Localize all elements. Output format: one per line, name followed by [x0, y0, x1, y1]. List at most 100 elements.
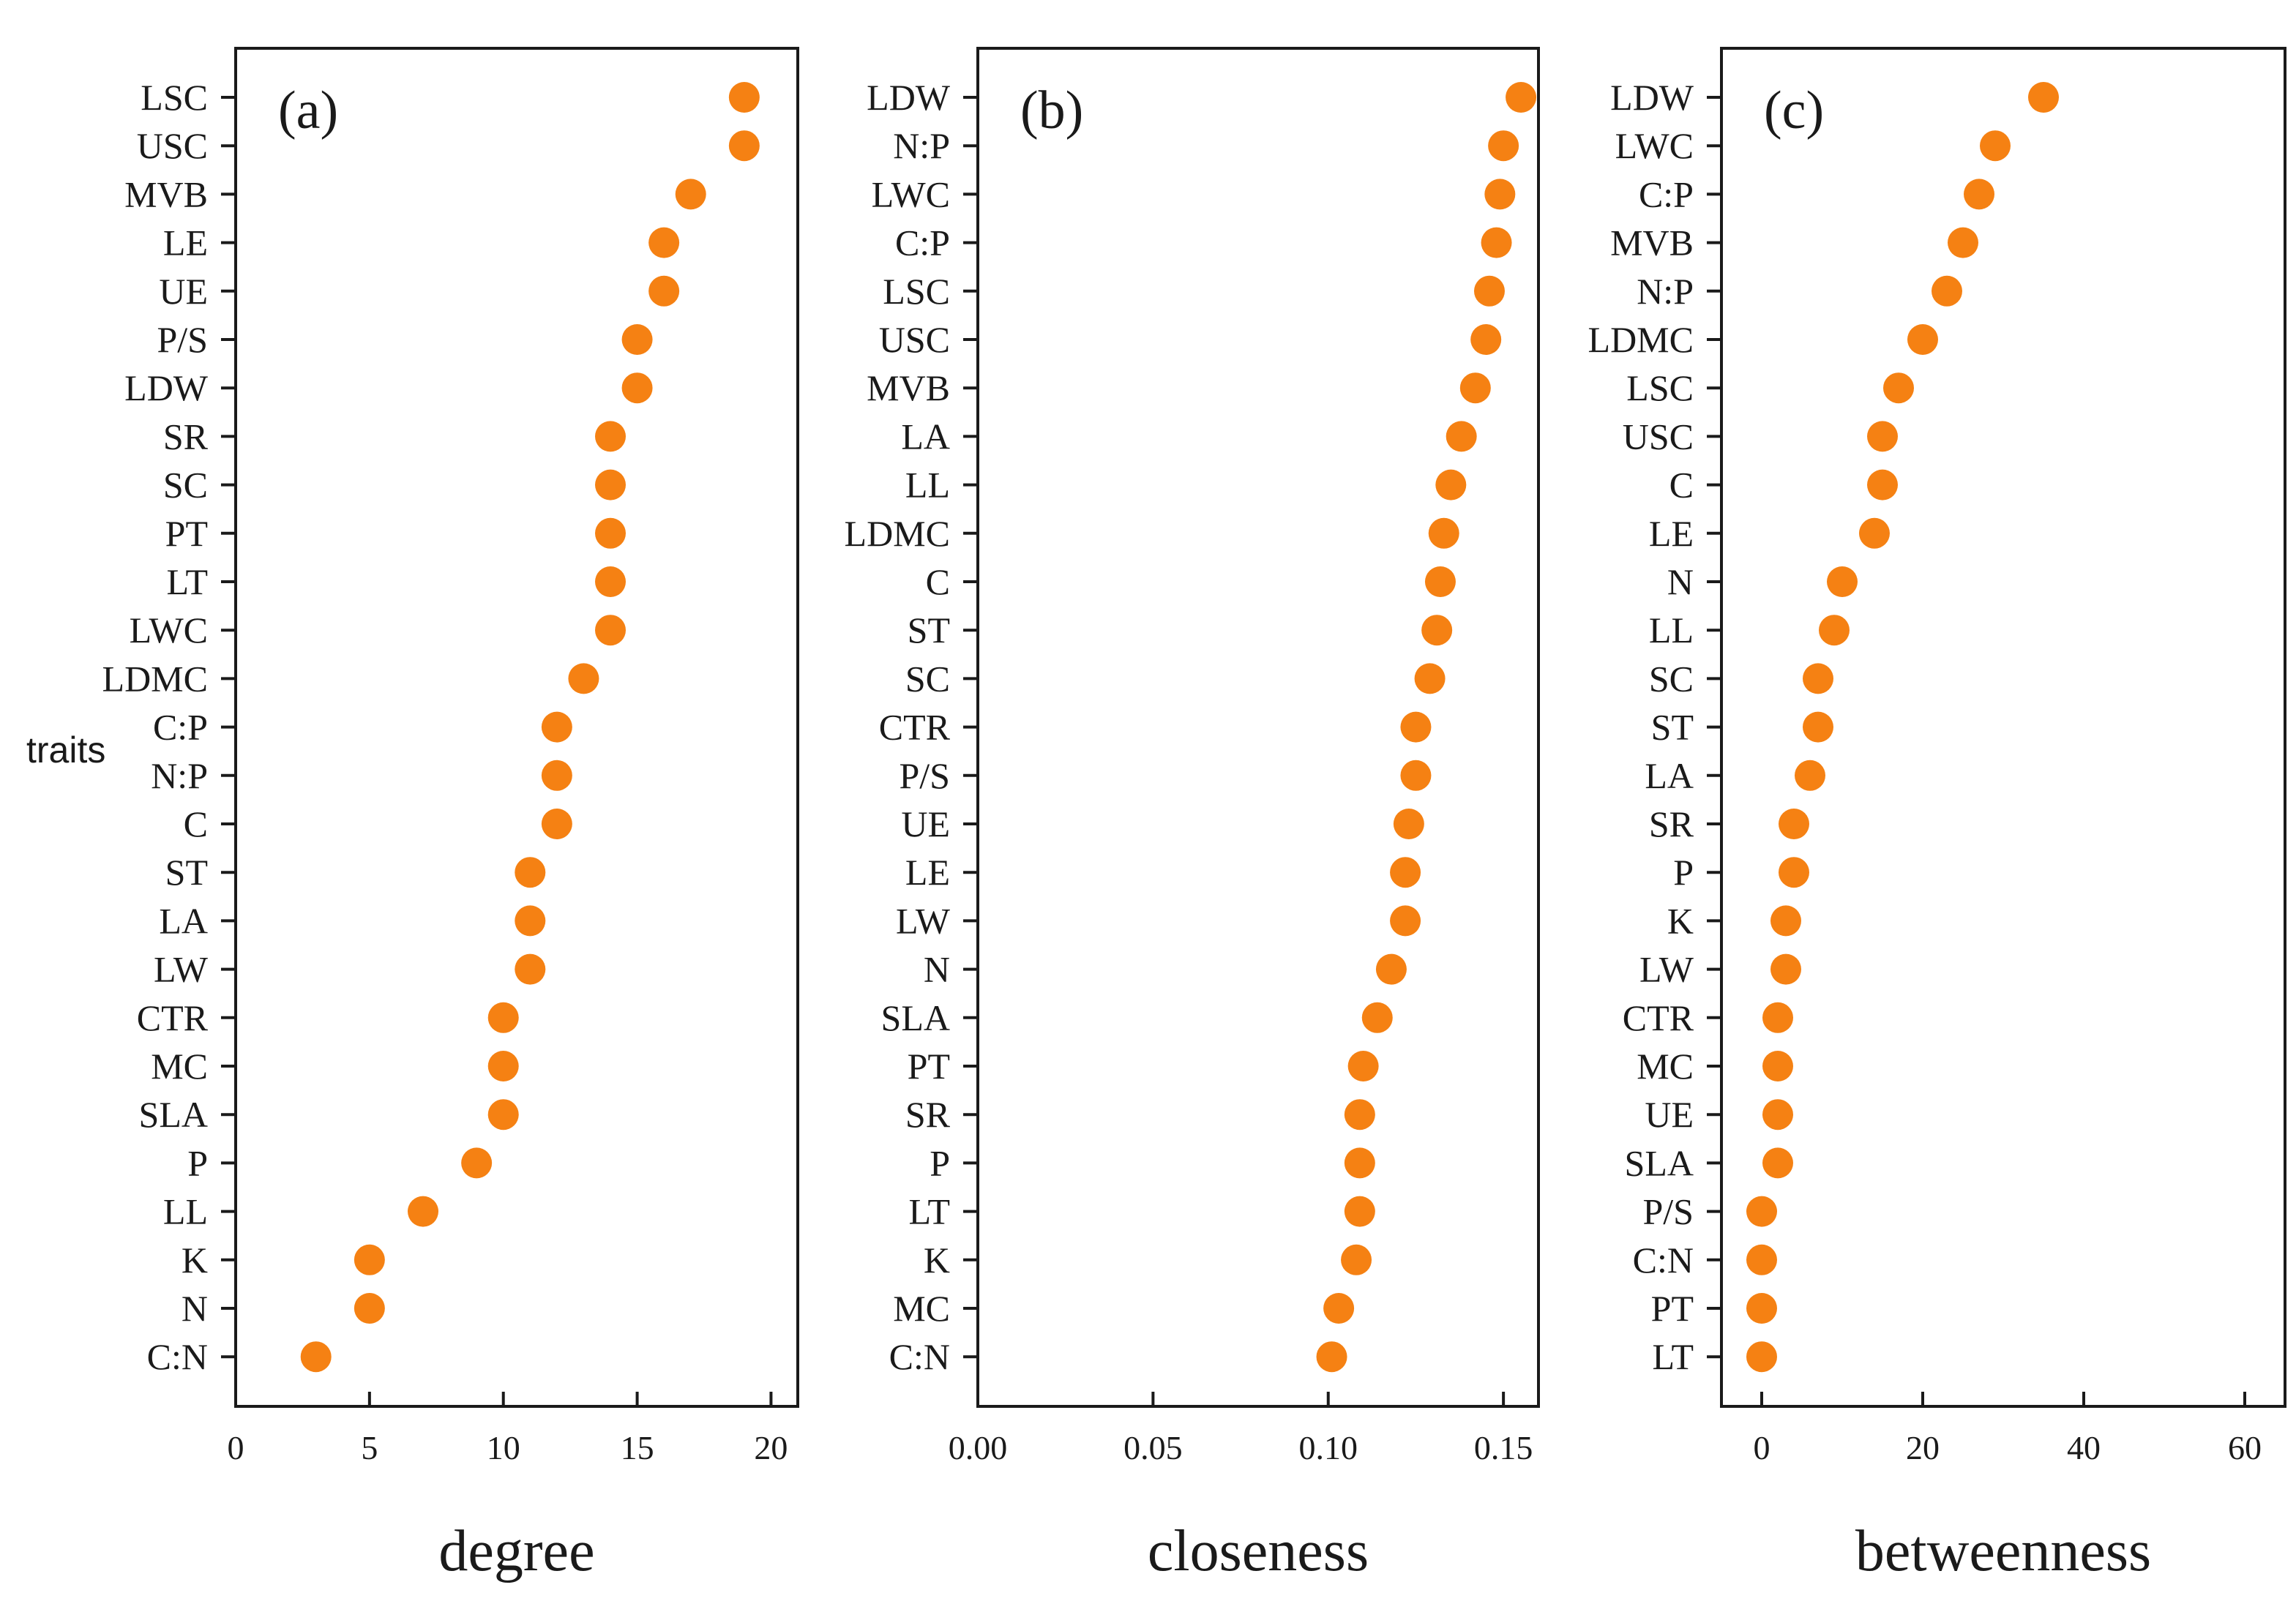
y-tick-label: LSC — [1626, 367, 1694, 408]
data-point — [621, 372, 653, 404]
y-tick-label: N — [1667, 561, 1694, 602]
y-tick-label: PT — [1651, 1288, 1694, 1329]
y-tick-label: P — [930, 1142, 950, 1183]
data-point — [1746, 1244, 1777, 1275]
data-point — [1907, 324, 1938, 355]
y-tick-label: SC — [1649, 658, 1694, 699]
data-point — [1980, 130, 2011, 162]
data-point — [1803, 663, 1833, 694]
data-point — [595, 566, 626, 597]
data-point — [1424, 566, 1456, 597]
y-tick-label: N — [924, 949, 950, 990]
y-tick-label: C:N — [889, 1336, 950, 1377]
x-tick-label: 10 — [487, 1429, 520, 1466]
panel-c: (c)0 20 40 60betweennessLDWLWCC:PMVBN:PLDMC… — [1588, 47, 2286, 1583]
y-tick-label: LA — [159, 900, 208, 941]
x-axis-label: degree — [438, 1519, 594, 1583]
data-point — [568, 663, 599, 694]
y-tick-label: LL — [905, 465, 950, 506]
data-point — [1770, 905, 1801, 937]
y-tick-label: LE — [163, 222, 208, 263]
data-point — [1435, 469, 1467, 500]
data-point — [1948, 227, 1978, 258]
y-tick-label: CTR — [1623, 997, 1694, 1038]
data-point — [1883, 372, 1914, 404]
plot-frame — [976, 47, 1540, 1408]
y-tick-label: SLA — [881, 997, 950, 1038]
y-tick-label: C — [926, 561, 950, 602]
data-point — [1393, 809, 1424, 839]
data-point — [1827, 566, 1858, 597]
y-tick-label: MVB — [1610, 222, 1694, 263]
y-tick-label: SLA — [139, 1094, 208, 1135]
data-point — [515, 905, 546, 937]
data-point — [1446, 421, 1477, 452]
x-tick-label: 20 — [1906, 1429, 1940, 1466]
y-tick-label: LDW — [867, 77, 951, 118]
y-tick-label: LA — [901, 416, 950, 457]
data-point — [1867, 469, 1898, 500]
data-point — [487, 1002, 519, 1033]
data-point — [595, 421, 626, 452]
data-point — [1770, 953, 1801, 985]
y-tick-label: K — [924, 1240, 950, 1281]
y-tick-label: LSC — [141, 77, 208, 118]
panel-b: (b)0.00 0.05 0.10 0.15closenessLDWN:PLWCC:P… — [845, 47, 1540, 1583]
panel-label: (b) — [1020, 80, 1083, 140]
y-tick-label: LDMC — [102, 658, 208, 699]
data-point — [515, 953, 546, 985]
data-point — [1414, 663, 1446, 694]
y-tick-label: C:N — [1633, 1240, 1694, 1281]
y-tick-label: LE — [1649, 513, 1694, 554]
plot-frame — [234, 47, 799, 1408]
data-point — [1867, 421, 1898, 452]
y-tick-label: MVB — [124, 173, 208, 214]
y-tick-label: MVB — [867, 367, 950, 408]
y-tick-label: SR — [163, 416, 209, 457]
panel-a: (a) 0 5 10 15 20 degree LSC USC MVB LE UE P/S LDW SR SC… — [102, 47, 799, 1583]
y-tick-label: SC — [905, 658, 950, 699]
x-tick-label: 60 — [2228, 1429, 2262, 1466]
data-point — [1470, 324, 1502, 355]
y-tick-label: SR — [1649, 803, 1694, 844]
y-tick-label: PT — [165, 513, 208, 554]
data-point — [1316, 1341, 1347, 1373]
data-point — [1859, 517, 1890, 549]
data-point — [541, 711, 572, 743]
x-tick-label: 0.15 — [1474, 1429, 1533, 1466]
y-tick-label: LDW — [124, 367, 209, 408]
data-point — [595, 469, 626, 500]
y-tick-label: C:P — [895, 222, 950, 263]
y-tick-label: K — [182, 1240, 208, 1281]
data-point — [1932, 275, 1962, 307]
x-tick-label: 0 — [228, 1429, 244, 1466]
data-point — [728, 130, 760, 162]
y-tick-label: LL — [163, 1191, 208, 1232]
data-point — [1375, 953, 1407, 985]
x-tick-label: 40 — [2067, 1429, 2101, 1466]
data-point — [1400, 760, 1432, 791]
y-tick-label: SC — [163, 465, 208, 506]
data-point — [728, 82, 760, 113]
y-tick-label: LA — [1645, 755, 1694, 796]
data-point — [648, 227, 680, 258]
data-point — [515, 857, 546, 888]
data-point — [1323, 1293, 1355, 1324]
y-tick-label: P — [187, 1142, 208, 1183]
data-point — [1390, 905, 1421, 937]
data-point — [675, 179, 706, 210]
panel-label: (a) — [278, 80, 338, 140]
data-point — [1746, 1341, 1777, 1373]
x-tick-label: 0.10 — [1299, 1429, 1358, 1466]
x-axis-label: closeness — [1148, 1519, 1369, 1583]
y-tick-label: N — [182, 1288, 208, 1329]
y-tick-label: SR — [905, 1094, 951, 1135]
panel-label: (c) — [1764, 80, 1824, 140]
data-point — [1347, 1051, 1379, 1081]
data-point — [1746, 1196, 1777, 1227]
y-tick-label: C — [1669, 465, 1694, 506]
data-point — [1819, 615, 1850, 646]
y-tick-label: ST — [165, 852, 208, 893]
y-tick-label: LE — [905, 852, 950, 893]
y-tick-label: P/S — [899, 755, 950, 796]
